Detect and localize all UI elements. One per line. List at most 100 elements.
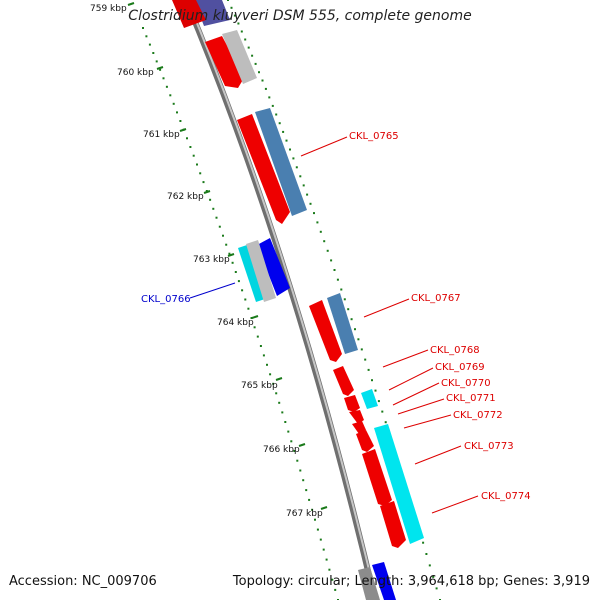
ring-dot [295, 166, 298, 169]
forward-genes [172, 0, 424, 600]
ring-dot [313, 212, 315, 215]
ring-dot [325, 558, 328, 561]
genome-backbone [183, 0, 378, 600]
gene-blue-2 [257, 238, 290, 296]
tick-label-759: 759 kbp [90, 4, 127, 14]
ring-dot [228, 252, 231, 255]
ring-dot [202, 181, 205, 184]
ring-dot [244, 38, 247, 41]
ring-dot [172, 102, 175, 105]
ring-dot [384, 421, 387, 424]
ring-dot [340, 288, 343, 291]
ring-dot [148, 43, 151, 46]
ring-dot [331, 578, 334, 581]
ring-dot [250, 317, 253, 319]
gene-label-ckl-0768: CKL_0768 [430, 345, 480, 356]
reverse-genes [238, 240, 276, 302]
ring-dot [314, 518, 316, 521]
gene-red-ckl0772 [349, 410, 364, 424]
ring-dot [377, 400, 380, 403]
ring-dot [334, 588, 337, 591]
ring-dot [354, 328, 356, 331]
ring-dot [145, 35, 148, 38]
ring-dot [343, 298, 346, 301]
ring-dot [271, 104, 274, 107]
ring-dot [296, 459, 299, 462]
ring-dot [251, 54, 254, 57]
ring-dot [189, 146, 192, 148]
ring-dot [381, 410, 384, 413]
ring-dot [262, 354, 265, 357]
ring-dot [196, 163, 198, 166]
gene-label-ckl-0767: CKL_0767 [411, 293, 461, 304]
tick-label-766: 766 kbp [263, 445, 300, 455]
ring-dot [278, 401, 281, 404]
gene-red-ckl0774 [380, 501, 406, 548]
gene-top-red [172, 0, 206, 28]
ring-dot [323, 240, 326, 243]
ring-dot [319, 538, 322, 541]
ring-dot [371, 379, 373, 382]
gene-grey-1 [222, 30, 257, 84]
ring-dot [169, 94, 172, 97]
ring-dot [326, 249, 329, 252]
tick-label-763: 763 kbp [193, 255, 230, 265]
gene-label-ckl-0766: CKL_0766 [141, 294, 191, 305]
ring-dot [364, 358, 367, 361]
kbp-ticks: 759 kbp 760 kbp 761 kbp 762 kbp 763 kbp … [90, 2, 328, 519]
ring-dot [222, 234, 224, 237]
ring-dot [253, 326, 256, 329]
ring-dot [268, 96, 271, 99]
ring-dot [254, 62, 257, 65]
ring-dot [186, 137, 188, 140]
ring-dot [289, 148, 291, 151]
ring-dot [142, 27, 144, 29]
ring-dot [428, 564, 431, 567]
ring-dot [435, 587, 438, 590]
ring-dot [247, 46, 250, 49]
ring-dot [302, 184, 305, 187]
ring-dot [162, 77, 165, 80]
gene-cyan-ckl0774 [374, 424, 424, 544]
ring-dot [322, 548, 325, 551]
gene-blue-ckl0765 [255, 108, 307, 216]
gene-red-small [352, 421, 366, 434]
ring-dot [330, 259, 333, 262]
tick-label-760: 760 kbp [117, 68, 154, 78]
ring-dot [225, 243, 228, 246]
tick-label-761: 761 kbp [143, 130, 180, 140]
ring-dot [266, 363, 268, 366]
ring-dot [282, 130, 285, 133]
map-title: Clostridium kluyveri DSM 555, complete g… [128, 8, 472, 24]
ring-dot [347, 308, 350, 311]
ring-dot [336, 278, 339, 281]
gene-red-ckl0773a [356, 430, 374, 452]
gene-callouts: CKL_0765 CKL_0766 CKL_0767 CKL_0768 CKL_… [141, 131, 531, 514]
ring-dot [218, 225, 221, 228]
ring-dot [422, 541, 425, 544]
ring-dot [328, 568, 331, 571]
gene-label-ckl-0770: CKL_0770 [441, 378, 491, 389]
ring-dot [432, 575, 435, 578]
ring-dot [333, 269, 336, 271]
ring-dot [192, 154, 195, 157]
ring-dot [284, 421, 287, 423]
ring-dot [179, 120, 182, 122]
ring-dot [278, 122, 281, 125]
ring-dot [305, 489, 308, 492]
ring-dot [159, 68, 162, 71]
ring-dot [155, 60, 158, 63]
ring-dot [316, 528, 319, 531]
ring-dot [299, 175, 302, 178]
gene-label-ckl-0765: CKL_0765 [349, 131, 399, 142]
ring-dot [165, 85, 168, 88]
gene-grey-ckl0766 [246, 240, 276, 302]
ring-dot [152, 52, 155, 54]
gene-label-ckl-0774: CKL_0774 [481, 491, 531, 502]
ring-dot [308, 498, 311, 501]
gene-red-ckl0768 [333, 366, 354, 396]
ring-dot [215, 216, 218, 219]
gene-label-ckl-0769: CKL_0769 [435, 362, 485, 373]
gene-label-ckl-0773: CKL_0773 [464, 441, 514, 452]
ring-dot [212, 207, 215, 210]
